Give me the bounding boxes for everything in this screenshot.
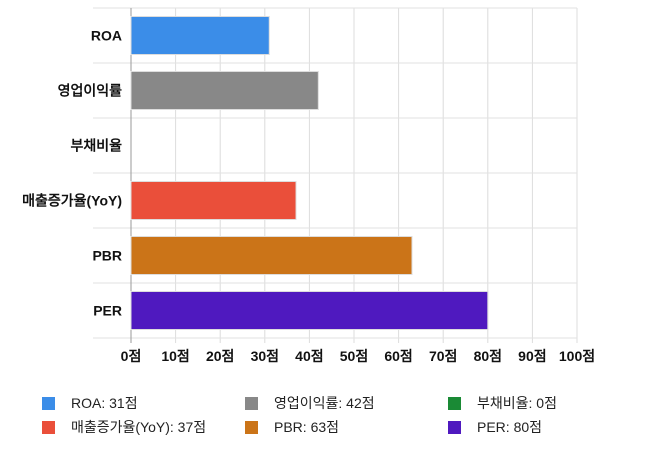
x-tick-label: 80점 [474, 348, 502, 364]
x-tick-label: 40점 [295, 348, 323, 364]
category-label: ROA [91, 28, 122, 44]
bar-5 [130, 291, 489, 330]
bar-0 [130, 16, 270, 55]
legend-swatch [42, 420, 55, 434]
x-tick-label: 30점 [251, 348, 279, 364]
category-label: 영업이익률 [58, 83, 123, 99]
category-label: PER [93, 303, 122, 319]
bar-3 [130, 181, 297, 220]
x-tick-label: 10점 [161, 348, 189, 364]
legend-item-per: PER: 80점 [448, 417, 542, 437]
category-label: 매출증가율(YoY) [22, 193, 122, 209]
legend-label: 영업이익률: 42점 [274, 395, 375, 411]
category-label: 부채비율 [70, 138, 122, 154]
bar-4 [130, 236, 413, 275]
legend-swatch [448, 420, 461, 434]
legend-label: PER: 80점 [477, 419, 543, 435]
legend-swatch [42, 396, 55, 410]
legend-swatch [448, 396, 461, 410]
legend-swatch [245, 396, 258, 410]
legend-swatch [245, 420, 258, 434]
legend-label: ROA: 31점 [71, 395, 138, 411]
bar-chart: 0점 10점 20점 30점 40점 50점 60점 70점 80점 90점 100점 ROA 영업이익… [22, 7, 595, 364]
x-tick-label: 90점 [518, 348, 546, 364]
x-tick-label: 70점 [429, 348, 457, 364]
legend-item-roa: ROA: 31점 [42, 393, 138, 413]
x-tick-label: 60점 [384, 348, 412, 364]
x-tick-label: 50점 [340, 348, 368, 364]
x-tick-label: 100점 [559, 348, 595, 364]
category-label: PBR [92, 248, 122, 264]
legend-item-pbr: PBR: 63점 [245, 417, 339, 437]
legend-item-debt-ratio: 부채비율: 0점 [448, 393, 557, 413]
legend-label: 부채비율: 0점 [477, 395, 557, 411]
legend-item-operating-margin: 영업이익률: 42점 [245, 393, 375, 413]
legend-label: 매출증가율(YoY): 37점 [71, 419, 207, 435]
legend-label: PBR: 63점 [274, 419, 340, 435]
x-tick-label: 0점 [121, 348, 142, 364]
legend-item-sales-growth: 매출증가율(YoY): 37점 [42, 417, 206, 437]
x-tick-label: 20점 [206, 348, 234, 364]
bar-1 [130, 71, 319, 110]
